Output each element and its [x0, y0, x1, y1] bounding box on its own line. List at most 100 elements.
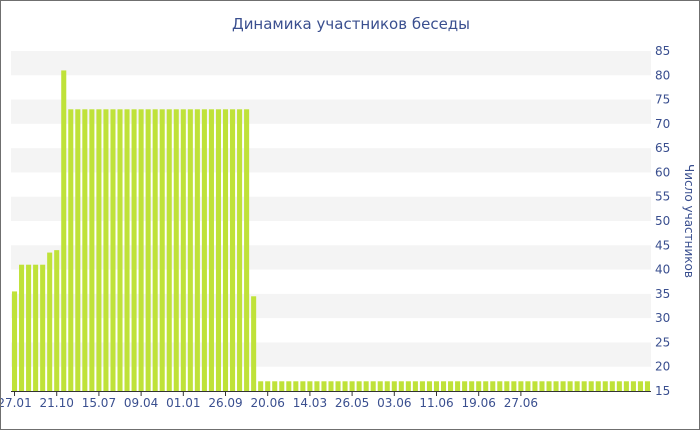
- bar: [637, 381, 643, 391]
- bar: [293, 381, 299, 391]
- bar: [314, 381, 320, 391]
- y-tick-label: 70: [655, 117, 670, 131]
- bar: [251, 296, 257, 391]
- y-axis: 15 20 25 30 35 40 45 50 55 60 65 70 75 80 85: [655, 44, 670, 398]
- bar: [497, 381, 503, 391]
- bar: [342, 381, 348, 391]
- bar: [588, 381, 594, 391]
- bar: [518, 381, 524, 391]
- bar: [511, 381, 517, 391]
- bar: [244, 109, 250, 391]
- bar: [441, 381, 447, 391]
- bar: [553, 381, 559, 391]
- bar: [40, 264, 46, 391]
- bar: [602, 381, 608, 391]
- bar: [300, 381, 306, 391]
- bar: [222, 109, 229, 391]
- x-tick-label: 21.10: [40, 396, 74, 410]
- bar: [265, 381, 271, 391]
- bar: [11, 291, 18, 391]
- bar: [419, 381, 425, 391]
- x-tick-label: 03.06: [377, 396, 411, 410]
- bar: [321, 381, 327, 391]
- bar: [159, 109, 165, 391]
- y-tick-label: 55: [655, 190, 670, 204]
- y-tick-label: 25: [655, 335, 670, 349]
- grid-band: [11, 51, 651, 76]
- y-tick-label: 15: [655, 384, 670, 398]
- bar: [110, 109, 116, 391]
- x-tick-label: 26.05: [335, 396, 369, 410]
- bar: [567, 381, 573, 391]
- bar: [609, 381, 615, 391]
- bar: [272, 381, 278, 391]
- bar: [75, 109, 81, 391]
- bar: [616, 381, 622, 391]
- y-tick-label: 65: [655, 141, 670, 155]
- y-tick-label: 75: [655, 93, 670, 107]
- bar: [623, 381, 629, 391]
- bar: [166, 109, 172, 391]
- x-tick-label: 27.01: [1, 396, 32, 410]
- bar: [476, 381, 482, 391]
- bars-group: [11, 70, 651, 392]
- bar: [391, 381, 397, 391]
- bar: [117, 109, 123, 391]
- bar: [124, 109, 130, 391]
- bar: [455, 381, 461, 391]
- bar: [145, 109, 151, 391]
- bar: [131, 109, 137, 391]
- bar: [208, 109, 214, 391]
- y-tick-label: 60: [655, 165, 670, 179]
- bar: [469, 381, 475, 391]
- chart-title: Динамика участников беседы: [232, 15, 470, 33]
- bar: [377, 381, 383, 391]
- bar: [433, 381, 440, 391]
- bar: [532, 381, 538, 391]
- y-tick-label: 80: [655, 68, 670, 82]
- bar: [286, 381, 292, 391]
- x-tick-label: 01.01: [166, 396, 200, 410]
- bar: [644, 381, 651, 391]
- bar: [47, 252, 53, 391]
- bar: [525, 381, 531, 391]
- bar: [82, 109, 88, 391]
- bar: [490, 381, 496, 391]
- bar: [539, 381, 545, 391]
- bar: [504, 381, 510, 391]
- x-tick-label: 26.09: [208, 396, 242, 410]
- bar: [363, 381, 369, 391]
- y-tick-label: 85: [655, 44, 670, 58]
- bar: [328, 381, 334, 391]
- bar: [405, 381, 411, 391]
- y-tick-label: 45: [655, 238, 670, 252]
- bar: [335, 381, 341, 391]
- x-tick-label: 11.06: [419, 396, 453, 410]
- bar: [384, 381, 390, 391]
- bar: [581, 381, 587, 391]
- bar: [138, 109, 144, 391]
- bar: [26, 264, 32, 391]
- x-tick-label: 27.06: [504, 396, 538, 410]
- bar: [356, 381, 362, 391]
- x-tick-label: 15.07: [82, 396, 116, 410]
- bar: [215, 109, 221, 391]
- y-tick-label: 40: [655, 263, 670, 277]
- bar: [96, 109, 102, 391]
- x-axis: 27.01 21.10 15.07 09.04 01.01 26.09 20.06 14.03…: [1, 391, 651, 410]
- bar: [230, 109, 236, 391]
- bar: [448, 381, 454, 391]
- x-tick-label: 14.03: [293, 396, 327, 410]
- bar: [307, 381, 313, 391]
- bar: [595, 381, 601, 391]
- bar: [33, 264, 39, 391]
- bar: [194, 109, 200, 391]
- x-tick-label: 09.04: [124, 396, 158, 410]
- bar: [412, 381, 418, 391]
- x-tick-label: 19.06: [462, 396, 496, 410]
- y-tick-label: 50: [655, 214, 670, 228]
- bar: [349, 381, 355, 391]
- bar: [462, 381, 468, 391]
- bar: [54, 250, 60, 391]
